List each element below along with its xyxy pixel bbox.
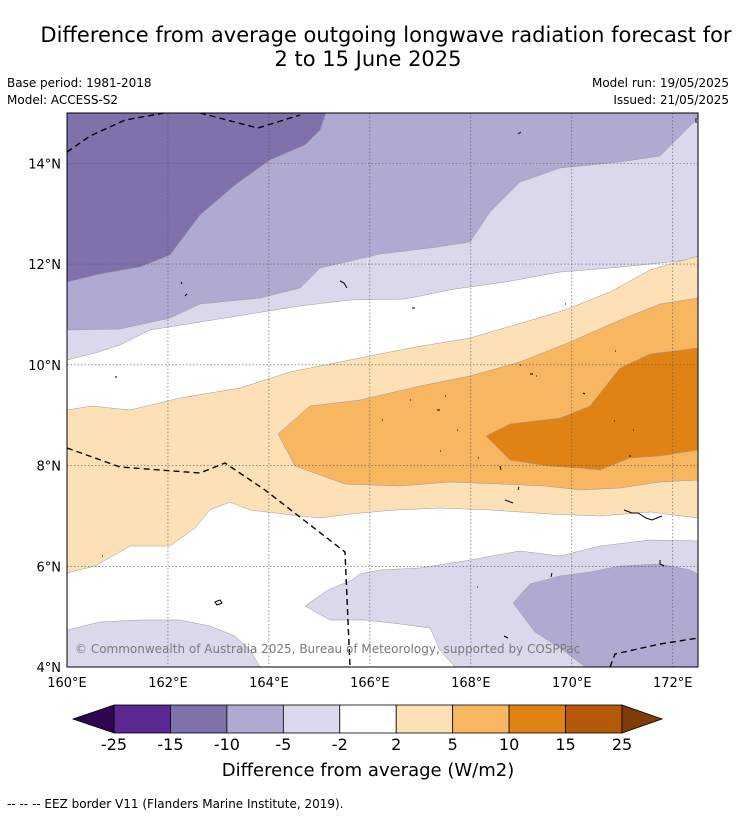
contour-neg5-neg2-southwest (67, 619, 261, 667)
island-outline (520, 350, 616, 395)
lon-tick-label: 172°E (653, 676, 693, 691)
island-outline (180, 280, 348, 297)
base-period-text: Base period: 1981-2018 (7, 76, 152, 90)
colorbar-segment (395, 704, 454, 734)
lon-tick-label: 170°E (552, 676, 592, 691)
colorbar-segment (452, 704, 510, 734)
map-title-line1: Difference from average outgoing longwav… (40, 23, 732, 47)
map-title-line2: 2 to 15 June 2025 (274, 47, 462, 71)
model-run-text: Model run: 19/05/2025 (591, 76, 729, 90)
eez-border-line (67, 113, 169, 153)
eez-borders (67, 113, 698, 667)
lon-tick-label: 164°E (249, 676, 289, 691)
lon-tick-label: 162°E (148, 676, 188, 691)
colorbar-tick-label: -2 (332, 735, 348, 754)
lon-tick-label: 166°E (350, 676, 390, 691)
eez-footnote: -- -- -- EEZ border V11 (Flanders Marine… (7, 797, 344, 811)
colorbar-segment (113, 704, 171, 734)
colorbar-segment (339, 704, 397, 734)
colorbar-tick-label: -15 (157, 735, 183, 754)
island-outline (102, 555, 665, 639)
colorbar-extend-low (71, 704, 115, 734)
lon-tick-labels: 160°E 162°E 164°E 166°E 168°E 170°E 172°E (47, 676, 692, 691)
island-outline (499, 465, 663, 521)
lat-tick-label: 6°N (37, 560, 62, 575)
lat-tick-label: 8°N (37, 460, 62, 475)
colorbar-tick-label: -25 (101, 735, 127, 754)
colorbar-tick-label: 5 (448, 735, 458, 754)
lat-tick-label: 10°N (28, 359, 61, 374)
island-outline (115, 303, 566, 378)
contour-10-15 (485, 347, 698, 471)
colorbar-tick-label: 25 (612, 735, 632, 754)
lat-tick-labels: 4°N 6°N 8°N 10°N 12°N 14°N (28, 157, 61, 676)
lon-tick-label: 160°E (47, 676, 87, 691)
colorbar-extend-high (621, 704, 664, 734)
colorbar-segment (226, 704, 284, 734)
island-outline (517, 131, 522, 135)
colorbar-tick-label: 2 (391, 735, 401, 754)
colorbar: -25 -15 -10 -5 -2 2 5 10 15 25 (71, 704, 664, 754)
contour-neg15-neg10 (67, 113, 327, 283)
lon-tick-label: 168°E (451, 676, 491, 691)
lat-tick-label: 4°N (37, 661, 62, 676)
contour-neg10-neg5-south (512, 563, 698, 667)
colorbar-segment (282, 704, 341, 734)
map-frame (66, 112, 699, 668)
colorbar-tick-label: -5 (275, 735, 291, 754)
model-name-text: Model: ACCESS-S2 (7, 93, 119, 107)
islands (102, 118, 697, 639)
colorbar-tick-label: 15 (555, 735, 575, 754)
copyright-notice: © Commonwealth of Australia 2025, Bureau… (75, 642, 580, 656)
lat-tick-label: 14°N (28, 157, 61, 172)
issued-date-text: Issued: 21/05/2025 (613, 93, 729, 107)
colorbar-segment (508, 704, 566, 734)
colorbar-tick-label: -10 (214, 735, 240, 754)
anomaly-map: 4°N 6°N 8°N 10°N 12°N 14°N 160°E 162°E 164°E 166… (28, 112, 699, 754)
island-outline (382, 395, 634, 459)
colorbar-segment (565, 704, 623, 734)
map-plot-area (67, 113, 698, 667)
lat-tick-label: 12°N (28, 258, 61, 273)
colorbar-tick-label: 10 (499, 735, 519, 754)
colorbar-segment (170, 704, 228, 734)
colorbar-title: Difference from average (W/m2) (221, 760, 515, 781)
map-gridlines (67, 113, 698, 667)
